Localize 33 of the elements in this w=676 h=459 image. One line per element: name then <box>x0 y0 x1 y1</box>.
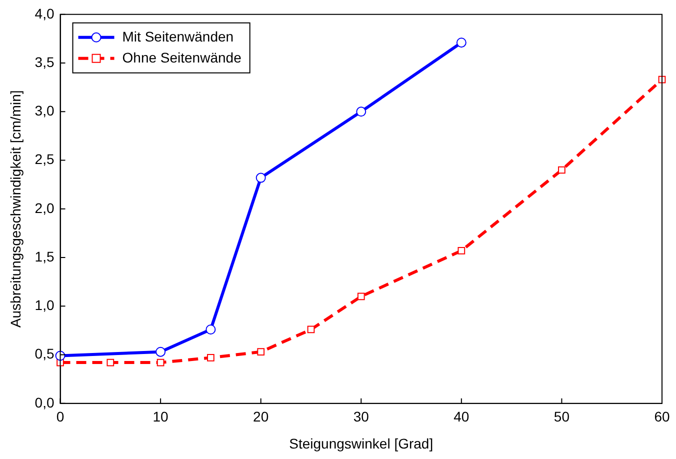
point <box>106 358 114 366</box>
y-tick-label: 2,5 <box>34 151 54 168</box>
y-tick-label: 0,0 <box>34 394 54 410</box>
x-tick-label: 60 <box>654 408 670 425</box>
y-tick-label: 4,0 <box>34 5 54 22</box>
y-tick-label: 3,0 <box>34 102 54 119</box>
x-tick-label: 0 <box>56 408 64 425</box>
x-tick-label: 50 <box>554 408 570 425</box>
y-tick-label: 0,5 <box>34 346 54 362</box>
point <box>307 326 315 334</box>
point <box>356 106 366 117</box>
point <box>156 346 166 357</box>
y-axis-title: Ausbreitungsgeschwindigkeit [cm/min] <box>7 90 24 328</box>
y-tick-label: 3,5 <box>34 54 54 70</box>
x-axis-title: Steigungswinkel [Grad] <box>289 435 434 452</box>
point <box>256 172 266 183</box>
point <box>206 324 216 334</box>
point <box>207 354 214 362</box>
legend-label: Mit Seitenwänden <box>122 28 234 44</box>
x-tick-label: 40 <box>454 408 470 425</box>
point <box>558 166 566 174</box>
point <box>156 358 164 366</box>
y-tick-label: 2,0 <box>34 200 54 216</box>
legend-label: Ohne Seitenwände <box>122 49 242 66</box>
y-tick-label: 1,5 <box>34 248 54 264</box>
y-tick-label: 1,0 <box>34 297 54 314</box>
point <box>456 38 466 48</box>
point <box>458 247 466 254</box>
point <box>257 348 265 356</box>
x-tick-label: 10 <box>152 408 169 425</box>
x-tick-label: 30 <box>353 408 370 425</box>
x-tick-label: 20 <box>253 408 269 425</box>
point <box>357 292 365 300</box>
